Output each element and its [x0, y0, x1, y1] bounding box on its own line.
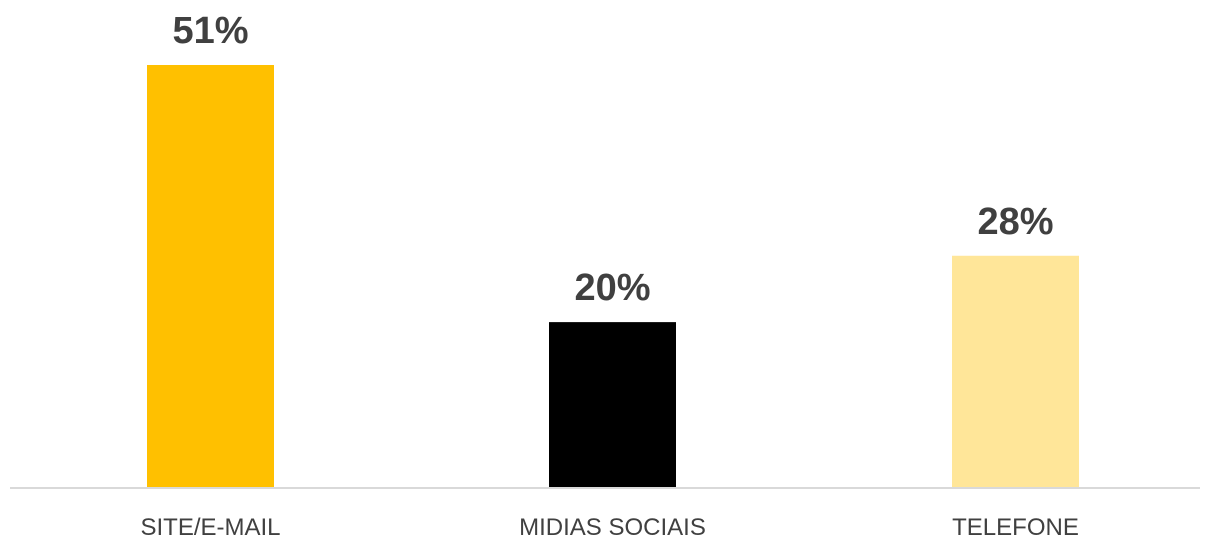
category-label-2: MIDIAS SOCIAIS — [519, 514, 706, 541]
data-label-2: 20% — [574, 267, 650, 309]
data-label-1: 51% — [172, 10, 248, 52]
data-label-3: 28% — [977, 201, 1053, 243]
bar-2 — [549, 322, 676, 488]
value-labels-layer: 51% 20% 28% — [172, 10, 1053, 309]
bar-1 — [147, 65, 274, 488]
category-label-3: TELEFONE — [952, 514, 1079, 541]
category-labels-layer: SITE/E-MAIL MIDIAS SOCIAIS TELEFONE — [140, 514, 1078, 541]
category-label-1: SITE/E-MAIL — [140, 514, 280, 541]
bars-layer — [147, 65, 1079, 488]
bar-3 — [952, 255, 1079, 488]
